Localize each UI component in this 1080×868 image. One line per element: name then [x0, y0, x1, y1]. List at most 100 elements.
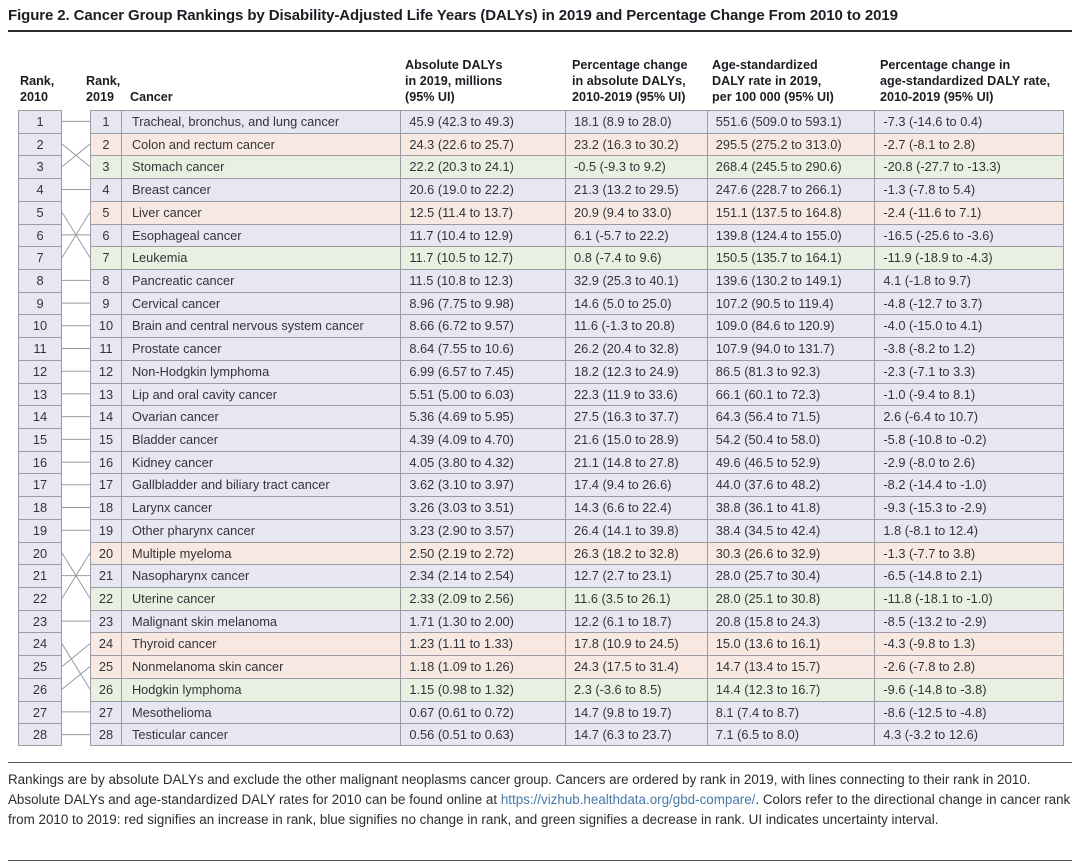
- pct-change-dalys-cell: 21.1 (14.8 to 27.8): [565, 451, 707, 474]
- col-header-age-std-rate: Age-standardized DALY rate in 2019, per …: [712, 58, 834, 105]
- pct-change-age-std-cell: 4.1 (-1.8 to 9.7): [874, 270, 1063, 292]
- pct-change-dalys-cell: 21.6 (15.0 to 28.9): [565, 429, 707, 451]
- table-row: 2 Colon and rectum cancer 24.3 (22.6 to 25…: [90, 132, 1064, 156]
- pct-change-age-std-cell: -5.8 (-10.8 to -0.2): [874, 429, 1063, 451]
- table-row: 17 Gallbladder and biliary tract cancer 3.…: [90, 473, 1064, 497]
- pct-change-dalys-cell: 22.3 (11.9 to 33.6): [565, 383, 707, 406]
- rank-2010-cell: 7: [18, 246, 62, 269]
- col-header-cancer: Cancer: [130, 90, 173, 105]
- gbd-compare-link[interactable]: https://vizhub.healthdata.org/gbd-compar…: [500, 792, 756, 808]
- rank-2010-cell: 23: [18, 609, 62, 633]
- cancer-name-cell: Non-Hodgkin lymphoma: [120, 360, 400, 383]
- age-std-rate-cell: 30.3 (26.6 to 32.9): [706, 542, 875, 565]
- age-std-rate-cell: 28.0 (25.7 to 30.4): [706, 565, 875, 587]
- rank-2010-cell: 22: [18, 587, 62, 610]
- rank-2010-cell: 12: [18, 359, 62, 383]
- table-row: 16 Kidney cancer 4.05 (3.80 to 4.32) 21.1 (…: [90, 450, 1064, 474]
- rank-2019-cell: 5: [102, 204, 110, 220]
- age-std-rate-cell: 151.1 (137.5 to 164.8): [706, 201, 875, 224]
- cancer-name-cell: Hodgkin lymphoma: [120, 678, 400, 701]
- pct-change-age-std-cell: -6.5 (-14.8 to 2.1): [874, 565, 1063, 587]
- table-row: 25 Nonmelanoma skin cancer 1.18 (1.09 to 1…: [90, 655, 1064, 678]
- pct-change-dalys-cell: 17.8 (10.9 to 24.5): [565, 633, 707, 656]
- pct-change-dalys-cell: 27.5 (16.3 to 37.7): [565, 406, 707, 428]
- rank-2010-cell: 11: [18, 337, 62, 360]
- pct-change-dalys-cell: 23.2 (16.3 to 30.2): [565, 133, 707, 156]
- rank-2019-cell: 9: [102, 295, 110, 311]
- cancer-name-cell: Prostate cancer: [120, 338, 400, 360]
- rank-2019-cell: 8: [102, 273, 110, 288]
- rank-2010-cell: 9: [18, 291, 62, 315]
- age-std-rate-cell: 107.2 (90.5 to 119.4): [706, 292, 875, 315]
- age-std-rate-cell: 14.4 (12.3 to 16.7): [706, 678, 875, 701]
- pct-change-age-std-cell: -2.3 (-7.1 to 3.3): [874, 360, 1063, 383]
- dalys-cell: 4.39 (4.09 to 4.70): [400, 429, 565, 451]
- pct-change-age-std-cell: -7.3 (-14.6 to 0.4): [874, 111, 1063, 133]
- cancer-name-cell: Nonmelanoma skin cancer: [120, 656, 400, 678]
- dalys-cell: 3.62 (3.10 to 3.97): [400, 474, 565, 497]
- pct-change-age-std-cell: -2.7 (-8.1 to 2.8): [874, 133, 1063, 156]
- dalys-cell: 2.50 (2.19 to 2.72): [400, 542, 565, 565]
- pct-change-age-std-cell: -1.0 (-9.4 to 8.1): [874, 383, 1063, 406]
- table-row: 5 Liver cancer 12.5 (11.4 to 13.7) 20.9 (9.…: [90, 200, 1064, 224]
- cancer-name-cell: Lip and oral cavity cancer: [120, 383, 400, 406]
- rank-2019-cell: 23: [98, 613, 114, 629]
- rank-2019-cell: 10: [98, 318, 114, 334]
- rank-2010-cell: 4: [18, 178, 62, 201]
- cancer-name-cell: Leukemia: [120, 247, 400, 269]
- rank-line: [62, 552, 90, 599]
- pct-change-age-std-cell: -2.6 (-7.8 to 2.8): [874, 656, 1063, 678]
- cancer-name-cell: Tracheal, bronchus, and lung cancer: [120, 111, 400, 133]
- pct-change-dalys-cell: 26.2 (20.4 to 32.8): [565, 338, 707, 360]
- dalys-cell: 6.99 (6.57 to 7.45): [400, 360, 565, 383]
- table-row: 11 Prostate cancer 8.64 (7.55 to 10.6) 26.2…: [90, 337, 1064, 360]
- pct-change-age-std-cell: -20.8 (-27.7 to -13.3): [874, 156, 1063, 179]
- dalys-cell: 11.7 (10.4 to 12.9): [400, 224, 565, 247]
- cancer-name-cell: Pancreatic cancer: [120, 270, 400, 292]
- rank-line: [62, 143, 90, 168]
- table-row: 14 Ovarian cancer 5.36 (4.69 to 5.95) 27.5 …: [90, 405, 1064, 428]
- cancer-name-cell: Bladder cancer: [120, 429, 400, 451]
- col-header-rank-2010: Rank, 2010: [20, 74, 55, 105]
- table-row: 26 Hodgkin lymphoma 1.15 (0.98 to 1.32) 2.3…: [90, 677, 1064, 701]
- pct-change-dalys-cell: 14.7 (9.8 to 19.7): [565, 701, 707, 724]
- age-std-rate-cell: 7.1 (6.5 to 8.0): [706, 724, 875, 745]
- rank-2019-cell: 19: [98, 522, 114, 538]
- cancer-name-cell: Uterine cancer: [120, 588, 400, 610]
- age-std-rate-cell: 64.3 (56.4 to 71.5): [706, 406, 875, 428]
- rank-2019-cell: 15: [98, 432, 114, 447]
- table-row: 18 Larynx cancer 3.26 (3.03 to 3.51) 14.3 (…: [90, 496, 1064, 519]
- rank-2019-cell: 25: [98, 659, 114, 675]
- cancer-name-cell: Testicular cancer: [120, 724, 400, 745]
- age-std-rate-cell: 54.2 (50.4 to 58.0): [706, 429, 875, 451]
- rank-2010-cell: 5: [18, 200, 62, 224]
- age-std-rate-cell: 295.5 (275.2 to 313.0): [706, 133, 875, 156]
- pct-change-age-std-cell: -2.9 (-8.0 to 2.6): [874, 451, 1063, 474]
- dalys-cell: 3.23 (2.90 to 3.57): [400, 519, 565, 542]
- dalys-cell: 5.51 (5.00 to 6.03): [400, 383, 565, 406]
- pct-change-age-std-cell: -4.3 (-9.8 to 1.3): [874, 633, 1063, 656]
- age-std-rate-cell: 38.4 (34.5 to 42.4): [706, 519, 875, 542]
- pct-change-dalys-cell: 20.9 (9.4 to 33.0): [565, 201, 707, 224]
- age-std-rate-cell: 14.7 (13.4 to 15.7): [706, 656, 875, 678]
- table-row: 20 Multiple myeloma 2.50 (2.19 to 2.72) 26.…: [90, 541, 1064, 565]
- pct-change-age-std-cell: -1.3 (-7.8 to 5.4): [874, 179, 1063, 201]
- pct-change-age-std-cell: -11.9 (-18.9 to -4.3): [874, 247, 1063, 269]
- age-std-rate-cell: 86.5 (81.3 to 92.3): [706, 360, 875, 383]
- rank-2010-cell: 25: [18, 655, 62, 678]
- rank-2019-cell: 14: [98, 409, 114, 425]
- cancer-name-cell: Kidney cancer: [120, 451, 400, 474]
- table-row: 15 Bladder cancer 4.39 (4.09 to 4.70) 21.6 …: [90, 428, 1064, 451]
- rank-line: [62, 666, 90, 690]
- dalys-cell: 4.05 (3.80 to 4.32): [400, 451, 565, 474]
- rank-2010-cell: 27: [18, 700, 62, 724]
- rank-2010-cell: 17: [18, 473, 62, 497]
- pct-change-dalys-cell: 18.1 (8.9 to 28.0): [565, 111, 707, 133]
- dalys-cell: 5.36 (4.69 to 5.95): [400, 406, 565, 428]
- pct-change-dalys-cell: 0.8 (-7.4 to 9.6): [565, 247, 707, 269]
- cancer-name-cell: Malignant skin melanoma: [120, 610, 400, 633]
- table-row: 12 Non-Hodgkin lymphoma 6.99 (6.57 to 7.45…: [90, 359, 1064, 383]
- cancer-name-cell: Brain and central nervous system cancer: [120, 315, 400, 338]
- pct-change-dalys-cell: 6.1 (-5.7 to 22.2): [565, 224, 707, 247]
- pct-change-dalys-cell: 32.9 (25.3 to 40.1): [565, 270, 707, 292]
